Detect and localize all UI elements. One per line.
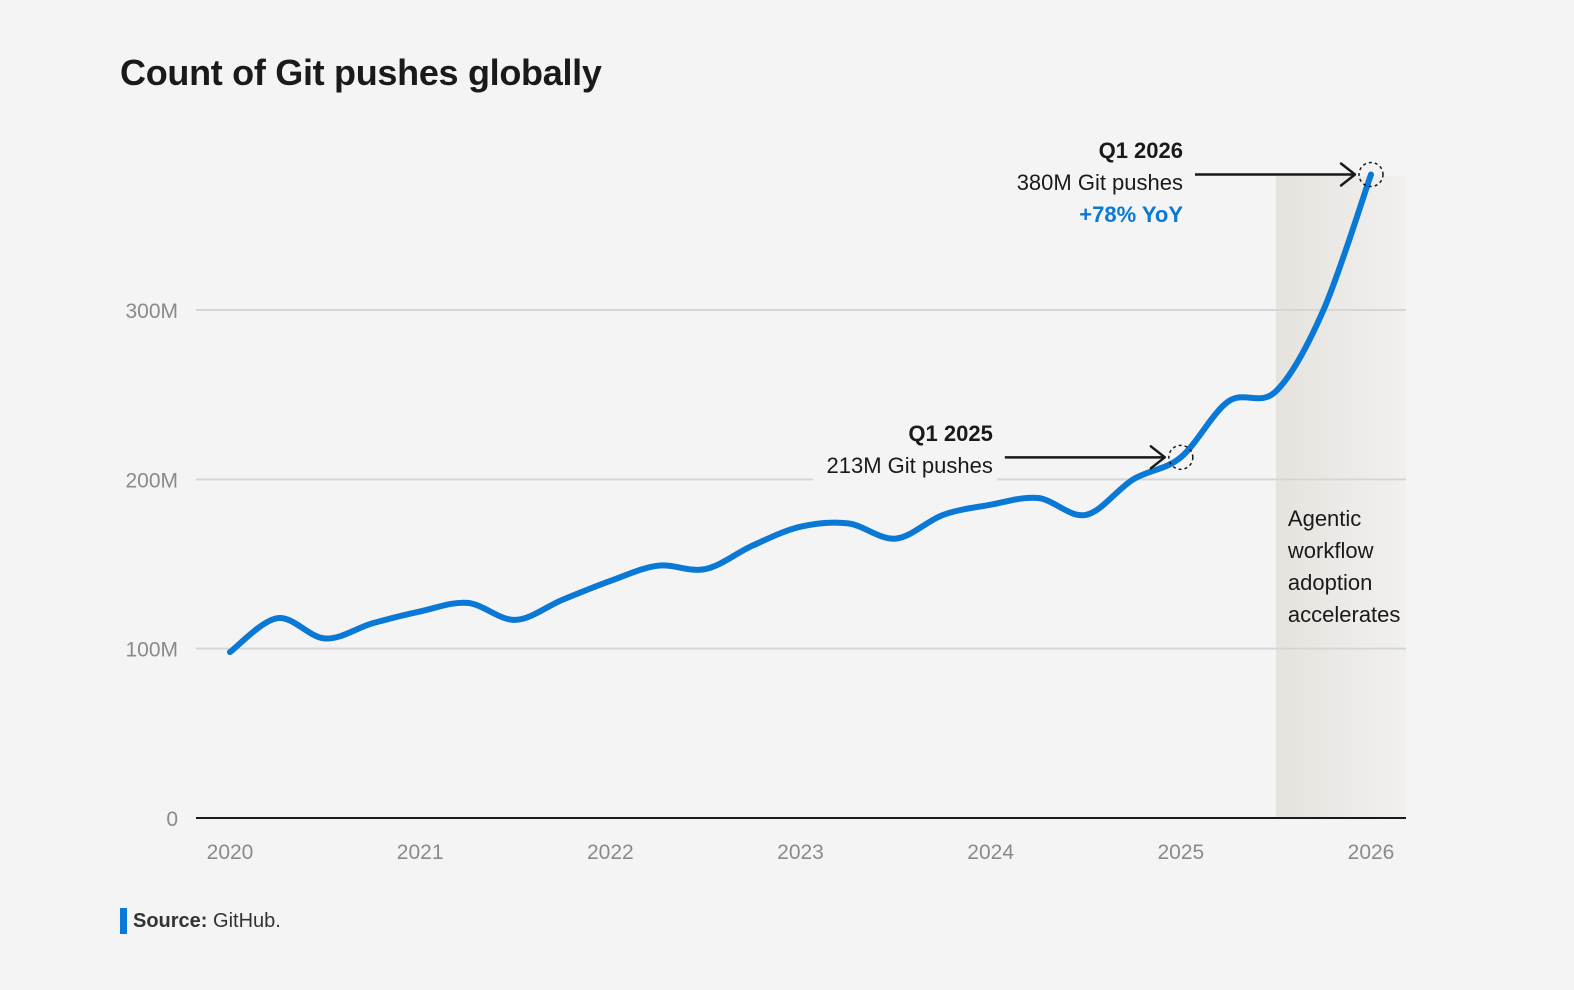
annotation-label: 380M Git pushes — [1017, 170, 1183, 195]
shaded-region-label-line: adoption — [1288, 570, 1372, 595]
annotation-arrowhead — [1149, 445, 1167, 470]
chart-title: Count of Git pushes globally — [120, 52, 602, 93]
x-tick-label: 2020 — [207, 841, 254, 864]
y-tick-label: 100M — [125, 639, 178, 662]
source-text: GitHub. — [213, 910, 281, 932]
series-line — [227, 171, 1374, 656]
annotation-label: Q1 2026 — [1099, 138, 1183, 163]
source-note: Source: GitHub. — [120, 908, 281, 934]
shaded-region-label-line: accelerates — [1288, 602, 1401, 627]
annotation-bg — [812, 417, 997, 487]
x-tick-label: 2022 — [587, 841, 634, 864]
y-tick-label: 300M — [125, 300, 178, 323]
annotation-marker — [1358, 161, 1384, 188]
x-tick-label: 2024 — [967, 841, 1014, 864]
y-tick-label: 200M — [125, 469, 178, 492]
shaded-region-label-line: workflow — [1287, 538, 1374, 563]
source-label: Source: — [133, 910, 208, 932]
annotation-arrowhead — [1339, 162, 1357, 187]
shaded-region-label: Agentic workflow adoption accelerates — [1287, 506, 1401, 627]
x-tick-label: 2023 — [777, 841, 824, 864]
shaded-region-label-line: Agentic — [1288, 506, 1361, 531]
annotation-label: 213M Git pushes — [827, 453, 993, 478]
annotation-marker — [1168, 444, 1194, 471]
annotation-bg — [1003, 134, 1187, 236]
x-tick-label: 2025 — [1157, 841, 1204, 864]
x-tick-label: 2026 — [1348, 841, 1395, 864]
annotation-label: +78% YoY — [1079, 202, 1183, 227]
annotation-label: Q1 2025 — [908, 421, 992, 446]
shaded-region — [1275, 176, 1406, 818]
y-tick-label: 0 — [166, 808, 178, 831]
x-tick-label: 2021 — [397, 841, 444, 864]
